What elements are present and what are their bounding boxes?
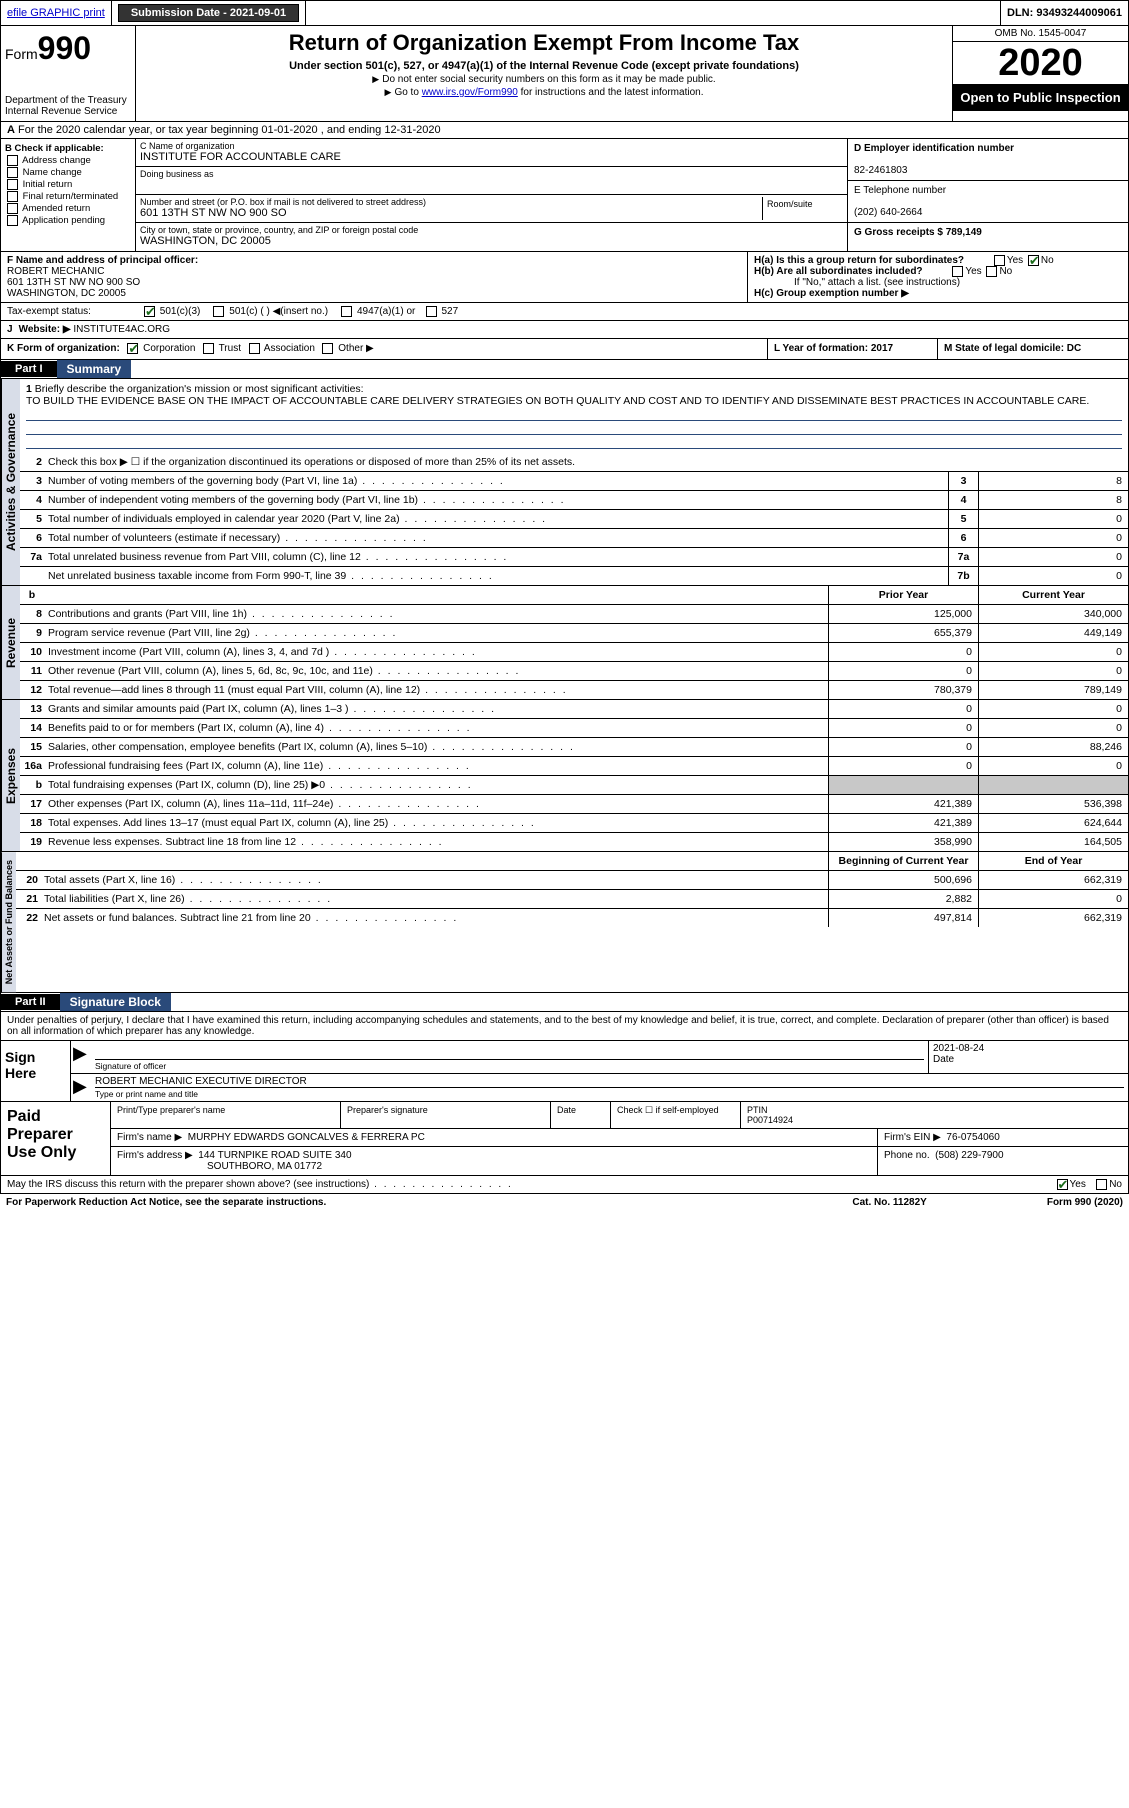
tax-year: 2020 — [953, 42, 1128, 84]
table-row: 18Total expenses. Add lines 13–17 (must … — [20, 814, 1128, 833]
part1-header: Part I Summary — [0, 360, 1129, 379]
perjury-declaration: Under penalties of perjury, I declare th… — [1, 1012, 1128, 1041]
current-year-header: Current Year — [978, 586, 1128, 604]
header-boxes: B Check if applicable: Address change Na… — [0, 139, 1129, 252]
box-d: D Employer identification number 82-2461… — [848, 139, 1128, 181]
efile-link[interactable]: efile GRAPHIC print — [7, 7, 105, 19]
row-f-h: F Name and address of principal officer:… — [0, 252, 1129, 303]
open-to-public: Open to Public Inspection — [953, 84, 1128, 111]
box-g: G Gross receipts $ 789,149 — [848, 223, 1128, 242]
table-row: 9Program service revenue (Part VIII, lin… — [20, 624, 1128, 643]
firm-phone: (508) 229-7900 — [935, 1150, 1003, 1161]
irs-label: Internal Revenue Service — [5, 106, 131, 117]
discuss-row: May the IRS discuss this return with the… — [0, 1176, 1129, 1194]
box-b: B Check if applicable: Address change Na… — [1, 139, 136, 251]
paid-preparer-block: Paid Preparer Use Only Print/Type prepar… — [0, 1102, 1129, 1176]
box-l: L Year of formation: 2017 — [768, 339, 938, 358]
box-e: E Telephone number (202) 640-2664 — [848, 181, 1128, 223]
box-c: C Name of organization INSTITUTE FOR ACC… — [136, 139, 848, 251]
form-version: Form 990 (2020) — [1047, 1197, 1123, 1208]
vtab-net-assets: Net Assets or Fund Balances — [1, 852, 16, 992]
mission-text: TO BUILD THE EVIDENCE BASE ON THE IMPACT… — [26, 395, 1089, 407]
table-row: 3Number of voting members of the governi… — [20, 472, 1128, 491]
sign-here-label: Sign Here — [1, 1041, 71, 1101]
begin-year-header: Beginning of Current Year — [828, 852, 978, 870]
org-address: 601 13TH ST NW NO 900 SO — [140, 207, 762, 219]
box-h: H(a) Is this a group return for subordin… — [748, 252, 1128, 302]
box-m: M State of legal domicile: DC — [938, 339, 1128, 358]
website-value: INSTITUTE4AC.ORG — [73, 324, 170, 335]
footer: For Paperwork Reduction Act Notice, see … — [0, 1194, 1129, 1211]
org-city: WASHINGTON, DC 20005 — [140, 235, 843, 247]
form-header: Form990 Department of the Treasury Inter… — [0, 26, 1129, 122]
table-row: 11Other revenue (Part VIII, column (A), … — [20, 662, 1128, 681]
vtab-expenses: Expenses — [1, 700, 20, 851]
table-row: 5Total number of individuals employed in… — [20, 510, 1128, 529]
dln-label: DLN: 93493244009061 — [1007, 7, 1122, 19]
tax-exempt-row: Tax-exempt status: 501(c)(3) 501(c) ( ) … — [0, 303, 1129, 321]
room-suite-label: Room/suite — [763, 197, 843, 220]
governance-section: Activities & Governance 1 Briefly descri… — [0, 379, 1129, 586]
table-row: 12Total revenue—add lines 8 through 11 (… — [20, 681, 1128, 699]
officer-name-title: ROBERT MECHANIC EXECUTIVE DIRECTOR — [95, 1076, 1124, 1087]
dept-label: Department of the Treasury — [5, 95, 131, 106]
table-row: 8Contributions and grants (Part VIII, li… — [20, 605, 1128, 624]
table-row: 10Investment income (Part VIII, column (… — [20, 643, 1128, 662]
net-assets-section: Net Assets or Fund Balances Beginning of… — [0, 852, 1129, 993]
irs-link[interactable]: www.irs.gov/Form990 — [422, 87, 518, 98]
vtab-governance: Activities & Governance — [1, 379, 20, 585]
vtab-revenue: Revenue — [1, 586, 20, 699]
table-row: 22Net assets or fund balances. Subtract … — [16, 909, 1128, 927]
org-name: INSTITUTE FOR ACCOUNTABLE CARE — [140, 151, 843, 163]
form-subtitle: Under section 501(c), 527, or 4947(a)(1)… — [140, 60, 948, 72]
table-row: 21Total liabilities (Part X, line 26)2,8… — [16, 890, 1128, 909]
table-row: 7aTotal unrelated business revenue from … — [20, 548, 1128, 567]
table-row: 19Revenue less expenses. Subtract line 1… — [20, 833, 1128, 851]
table-row: 17Other expenses (Part IX, column (A), l… — [20, 795, 1128, 814]
table-row: 4Number of independent voting members of… — [20, 491, 1128, 510]
ptin-value: P00714924 — [747, 1115, 793, 1125]
pra-notice: For Paperwork Reduction Act Notice, see … — [6, 1197, 852, 1208]
signature-date: 2021-08-24 — [933, 1043, 1124, 1054]
submission-date-button[interactable]: Submission Date - 2021-09-01 — [118, 4, 299, 22]
firm-name: MURPHY EDWARDS GONCALVES & FERRERA PC — [188, 1132, 425, 1143]
table-row: 13Grants and similar amounts paid (Part … — [20, 700, 1128, 719]
firm-address: 144 TURNPIKE ROAD SUITE 340 — [198, 1150, 351, 1161]
note-goto: Go to www.irs.gov/Form990 for instructio… — [140, 87, 948, 98]
ein-value: 82-2461803 — [854, 165, 907, 176]
end-year-header: End of Year — [978, 852, 1128, 870]
table-row: 20Total assets (Part X, line 16)500,6966… — [16, 871, 1128, 890]
table-row: 6Total number of volunteers (estimate if… — [20, 529, 1128, 548]
table-row: bTotal fundraising expenses (Part IX, co… — [20, 776, 1128, 795]
form-990-label: Form990 — [5, 30, 131, 67]
expenses-section: Expenses 13Grants and similar amounts pa… — [0, 700, 1129, 852]
omb-number: OMB No. 1545-0047 — [953, 26, 1128, 42]
catalog-number: Cat. No. 11282Y — [852, 1197, 926, 1208]
form-title: Return of Organization Exempt From Incom… — [140, 30, 948, 56]
table-row: Net unrelated business taxable income fr… — [20, 567, 1128, 585]
paid-preparer-label: Paid Preparer Use Only — [1, 1102, 111, 1175]
phone-value: (202) 640-2664 — [854, 207, 922, 218]
top-bar: efile GRAPHIC print Submission Date - 20… — [0, 0, 1129, 26]
box-j: J Website: ▶ INSTITUTE4AC.ORG — [0, 321, 1129, 339]
part2-header: Part II Signature Block — [0, 993, 1129, 1012]
firm-ein: 76-0754060 — [946, 1132, 999, 1143]
row-klm: K Form of organization: Corporation Trus… — [0, 339, 1129, 359]
revenue-section: Revenue b Prior Year Current Year 8Contr… — [0, 586, 1129, 700]
line-a: A For the 2020 calendar year, or tax yea… — [0, 122, 1129, 139]
signature-block: Under penalties of perjury, I declare th… — [0, 1012, 1129, 1102]
table-row: 16aProfessional fundraising fees (Part I… — [20, 757, 1128, 776]
note-ssn: Do not enter social security numbers on … — [140, 74, 948, 85]
box-f: F Name and address of principal officer:… — [1, 252, 748, 302]
arrow-icon: ▶ — [71, 1074, 91, 1101]
table-row: 14Benefits paid to or for members (Part … — [20, 719, 1128, 738]
arrow-icon: ▶ — [71, 1041, 91, 1073]
table-row: 15Salaries, other compensation, employee… — [20, 738, 1128, 757]
prior-year-header: Prior Year — [828, 586, 978, 604]
